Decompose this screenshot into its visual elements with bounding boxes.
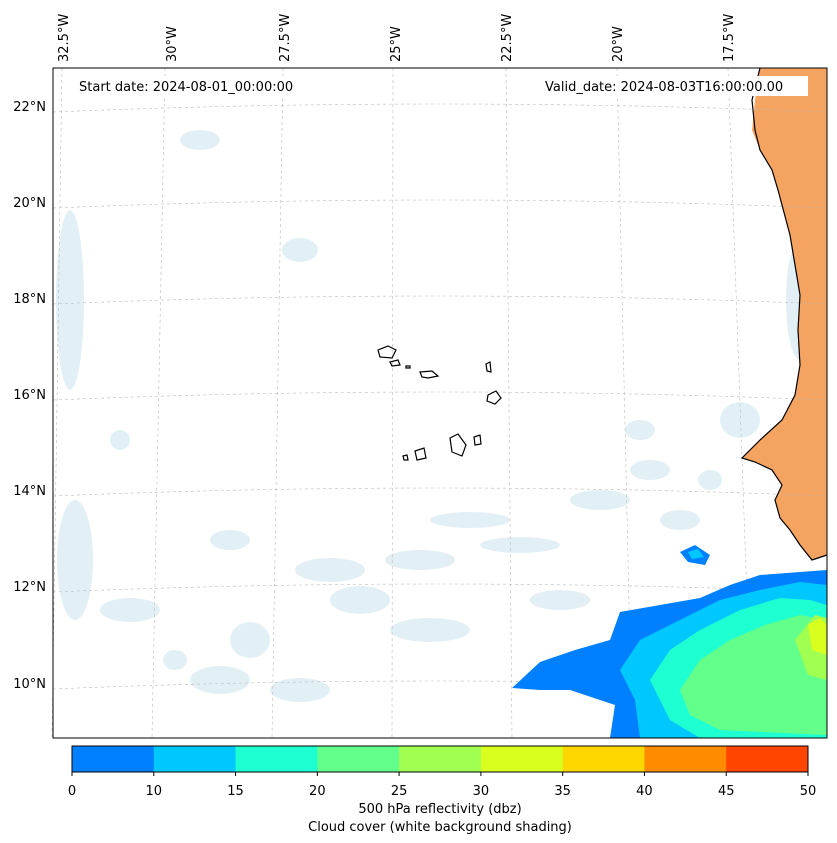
cloud-patch — [295, 558, 365, 582]
colorbar-tick-label: 25 — [391, 784, 408, 799]
cloud-patch — [210, 530, 250, 550]
colorbar-tick-label: 35 — [554, 784, 571, 799]
meridian-line — [51, 67, 63, 739]
parallel-line — [52, 680, 828, 690]
meridian-line — [391, 67, 394, 739]
parallel-line — [52, 391, 828, 401]
colorbar-segment — [317, 746, 400, 772]
parallel-line — [52, 103, 828, 113]
cloud-patch — [625, 420, 655, 440]
colorbar-tick-label: 45 — [718, 784, 735, 799]
island-santiago — [449, 433, 467, 457]
cloud-patch — [163, 650, 187, 670]
colorbar-segment — [235, 746, 318, 772]
cloud-patch — [660, 510, 700, 530]
cape-verde-islands — [377, 345, 502, 461]
colorbar-tick-label: 40 — [636, 784, 653, 799]
map-border — [52, 67, 828, 739]
cloud-patch — [56, 210, 84, 390]
colorbar: 0 10 15 20 25 30 35 40 45 50 — [68, 745, 817, 799]
cloud-patch — [530, 590, 590, 610]
cloud-patch — [230, 622, 270, 658]
colorbar-segment — [562, 746, 645, 772]
colorbar-tick-label: 20 — [309, 784, 326, 799]
cloud-patch — [180, 130, 220, 150]
colorbar-tick-label: 50 — [800, 784, 817, 799]
cloud-patch — [110, 430, 130, 450]
parallel-line — [52, 487, 828, 497]
parallel-line — [52, 295, 828, 305]
longitude-tick-label: 32.5°W — [57, 14, 72, 62]
colorbar-border — [71, 745, 809, 773]
colorbar-tick-label: 0 — [68, 784, 76, 799]
island-fogo — [414, 447, 427, 461]
latitude-tick-label: 20°N — [13, 196, 46, 211]
cloud-patch — [480, 537, 560, 553]
africa-coastline — [740, 67, 828, 561]
reflectivity-20-25 — [680, 615, 827, 735]
island-sao-nicolau — [419, 370, 440, 379]
island-brava — [402, 454, 409, 461]
latitude-tick-label: 14°N — [13, 484, 46, 499]
cloud-patch — [390, 618, 470, 642]
latitude-tick-label: 12°N — [13, 580, 46, 595]
africa-land — [742, 68, 827, 560]
latitude-tick-label: 16°N — [13, 388, 46, 403]
island-santa-luzia — [405, 365, 411, 369]
cloud-patch — [57, 500, 93, 620]
start-date-text: Start date: 2024-08-01_00:00:00 — [79, 80, 293, 95]
reflectivity-30-35 — [808, 618, 827, 655]
island-sal — [485, 361, 492, 373]
longitude-tick-label: 25°W — [389, 26, 404, 62]
longitude-tick-label: 22.5°W — [500, 14, 515, 62]
cloud-patch — [720, 402, 760, 438]
colorbar-tick-label: 30 — [473, 784, 490, 799]
reflectivity-blob-north-core — [688, 549, 704, 559]
parallel-line — [52, 583, 828, 593]
cloud-patch — [385, 550, 455, 570]
colorbar-segment — [644, 746, 727, 772]
colorbar-segment — [726, 746, 809, 772]
latitude-tick-label: 22°N — [13, 100, 46, 115]
island-sao-vicente — [389, 359, 401, 367]
latitude-labels: 22°N 20°N 18°N 16°N 14°N 12°N 10°N — [13, 100, 46, 692]
parallel-line — [52, 199, 828, 209]
cloud-patch — [270, 678, 330, 702]
colorbar-tick-label: 10 — [146, 784, 163, 799]
colorbar-segment — [480, 746, 564, 772]
reflectivity-field — [512, 545, 827, 738]
longitude-tick-label: 27.5°W — [278, 14, 293, 62]
longitude-tick-label: 17.5°W — [722, 14, 737, 62]
longitude-tick-label: 20°W — [611, 26, 626, 62]
valid-date-box — [538, 76, 808, 96]
island-boa-vista — [486, 390, 502, 405]
start-date-box — [72, 76, 314, 96]
cloud-patch — [630, 460, 670, 480]
colorbar-tick-label: 15 — [227, 784, 244, 799]
map-panel — [51, 67, 828, 739]
colorbar-segment — [153, 746, 237, 772]
colorbar-segment — [72, 746, 155, 772]
cloud-patch — [330, 586, 390, 614]
colorbar-label: 500 hPa reflectivity (dbz) — [358, 802, 521, 817]
longitude-labels: 32.5°W 30°W 27.5°W 25°W 22.5°W 20°W 17.5°W — [57, 14, 737, 62]
colorbar-sublabel: Cloud cover (white background shading) — [308, 820, 572, 835]
colorbar-segment — [399, 746, 482, 772]
cloud-patch — [282, 238, 318, 262]
cloud-patch — [100, 598, 160, 622]
meridian-line — [271, 67, 284, 739]
meridian-line — [505, 67, 513, 739]
valid-date-text: Valid_date: 2024-08-03T16:00:00.00 — [545, 80, 783, 95]
longitude-tick-label: 30°W — [165, 26, 180, 62]
meridian-line — [151, 67, 166, 739]
cloud-patch — [570, 490, 630, 510]
island-maio — [473, 434, 482, 446]
latitude-tick-label: 18°N — [13, 292, 46, 307]
cloud-patch — [190, 666, 250, 694]
latitude-tick-label: 10°N — [13, 677, 46, 692]
cloud-patch — [698, 470, 722, 490]
island-santo-antao — [377, 345, 397, 359]
cloud-patch — [430, 512, 510, 528]
